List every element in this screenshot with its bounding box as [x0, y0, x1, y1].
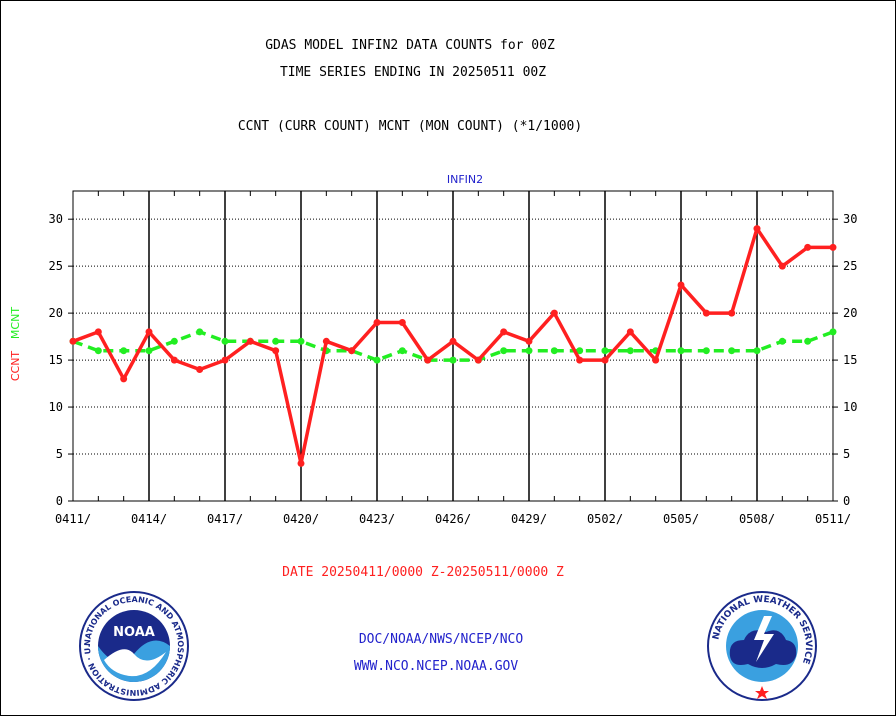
data-point-mcnt — [94, 347, 102, 355]
data-point-mcnt — [500, 347, 508, 355]
data-point-ccnt — [449, 337, 457, 345]
data-point-ccnt — [702, 309, 710, 317]
x-tick-label: 0411/ — [55, 512, 91, 526]
data-point-mcnt — [449, 356, 457, 364]
data-point-ccnt — [196, 365, 204, 373]
y-axis-label-mcnt: MCNT — [9, 307, 22, 339]
title-line-2: TIME SERIES ENDING IN 20250511 00Z — [279, 65, 547, 80]
x-tick-label: 0426/ — [435, 512, 471, 526]
x-tick-label: 0429/ — [511, 512, 547, 526]
data-point-mcnt — [601, 347, 609, 355]
data-point-ccnt — [677, 281, 685, 289]
data-point-ccnt — [297, 459, 305, 467]
data-point-mcnt — [778, 337, 786, 345]
data-point-mcnt — [398, 347, 406, 355]
data-point-ccnt — [652, 356, 660, 364]
x-tick-label: 0508/ — [739, 512, 775, 526]
y-tick-label-left: 15 — [49, 353, 63, 367]
data-point-ccnt — [424, 356, 432, 364]
y-tick-label-left: 0 — [56, 494, 63, 508]
data-point-mcnt — [753, 347, 761, 355]
y-tick-label-left: 20 — [49, 306, 63, 320]
y-tick-label-left: 30 — [49, 212, 63, 226]
data-point-mcnt — [373, 356, 381, 364]
x-tick-label: 0414/ — [131, 512, 167, 526]
data-point-ccnt — [272, 347, 280, 355]
data-point-mcnt — [728, 347, 736, 355]
data-point-mcnt — [626, 347, 634, 355]
data-point-ccnt — [576, 356, 584, 364]
website-link[interactable]: WWW.NCO.NCEP.NOAA.GOV — [353, 659, 519, 674]
data-point-mcnt — [829, 328, 837, 336]
data-point-ccnt — [373, 319, 381, 327]
data-point-ccnt — [348, 347, 356, 355]
data-point-mcnt — [550, 347, 558, 355]
data-point-ccnt — [804, 243, 812, 251]
data-point-mcnt — [702, 347, 710, 355]
y-tick-label-right: 10 — [843, 400, 857, 414]
y-tick-label-left: 25 — [49, 259, 63, 273]
data-point-mcnt — [297, 337, 305, 345]
data-point-ccnt — [778, 262, 786, 270]
date-range-label: DATE 20250411/0000 Z-20250511/0000 Z — [282, 565, 564, 580]
x-tick-label: 0502/ — [587, 512, 623, 526]
data-point-ccnt — [626, 328, 634, 336]
data-point-ccnt — [525, 337, 533, 345]
data-point-mcnt — [196, 328, 204, 336]
title-line-1: GDAS MODEL INFIN2 DATA COUNTS for 00Z — [265, 38, 555, 53]
x-tick-label: 0505/ — [663, 512, 699, 526]
title-line-3: CCNT (CURR COUNT) MCNT (MON COUNT) (*1/1… — [237, 119, 583, 134]
data-point-ccnt — [145, 328, 153, 336]
y-axis-label-ccnt: CCNT — [9, 351, 22, 382]
data-point-ccnt — [398, 319, 406, 327]
nws-logo-icon: NATIONAL WEATHER SERVICE — [707, 591, 817, 701]
data-point-ccnt — [550, 309, 558, 317]
x-tick-label: 0420/ — [283, 512, 319, 526]
data-point-ccnt — [246, 337, 254, 345]
data-point-ccnt — [120, 375, 128, 383]
noaa-logo-icon: NATIONAL OCEANIC AND ATMOSPHERIC ADMINIS… — [78, 590, 189, 701]
data-point-ccnt — [221, 356, 229, 364]
x-tick-label: 0511/ — [815, 512, 851, 526]
data-point-ccnt — [69, 337, 77, 345]
data-point-ccnt — [170, 356, 178, 364]
data-point-mcnt — [677, 347, 685, 355]
svg-text:NOAA: NOAA — [113, 625, 155, 640]
org-path-label: DOC/NOAA/NWS/NCEP/NCO — [358, 632, 524, 647]
y-tick-label-right: 30 — [843, 212, 857, 226]
y-tick-label-right: 15 — [843, 353, 857, 367]
data-point-mcnt — [120, 347, 128, 355]
data-point-ccnt — [728, 309, 736, 317]
y-tick-label-left: 10 — [49, 400, 63, 414]
data-point-ccnt — [474, 356, 482, 364]
data-point-mcnt — [272, 337, 280, 345]
data-point-ccnt — [94, 328, 102, 336]
y-tick-label-right: 5 — [843, 447, 850, 461]
y-tick-label-left: 5 — [56, 447, 63, 461]
data-point-ccnt — [322, 337, 330, 345]
data-point-mcnt — [145, 347, 153, 355]
data-point-mcnt — [525, 347, 533, 355]
data-point-mcnt — [576, 347, 584, 355]
chart-title: INFIN2 — [447, 173, 483, 186]
data-point-mcnt — [804, 337, 812, 345]
x-tick-label: 0423/ — [359, 512, 395, 526]
y-tick-label-right: 25 — [843, 259, 857, 273]
y-tick-label-right: 20 — [843, 306, 857, 320]
data-point-ccnt — [601, 356, 609, 364]
data-point-mcnt — [170, 337, 178, 345]
data-point-ccnt — [829, 243, 837, 251]
data-point-mcnt — [221, 337, 229, 345]
x-tick-label: 0417/ — [207, 512, 243, 526]
data-point-ccnt — [500, 328, 508, 336]
data-point-ccnt — [753, 225, 761, 233]
y-tick-label-right: 0 — [843, 494, 850, 508]
